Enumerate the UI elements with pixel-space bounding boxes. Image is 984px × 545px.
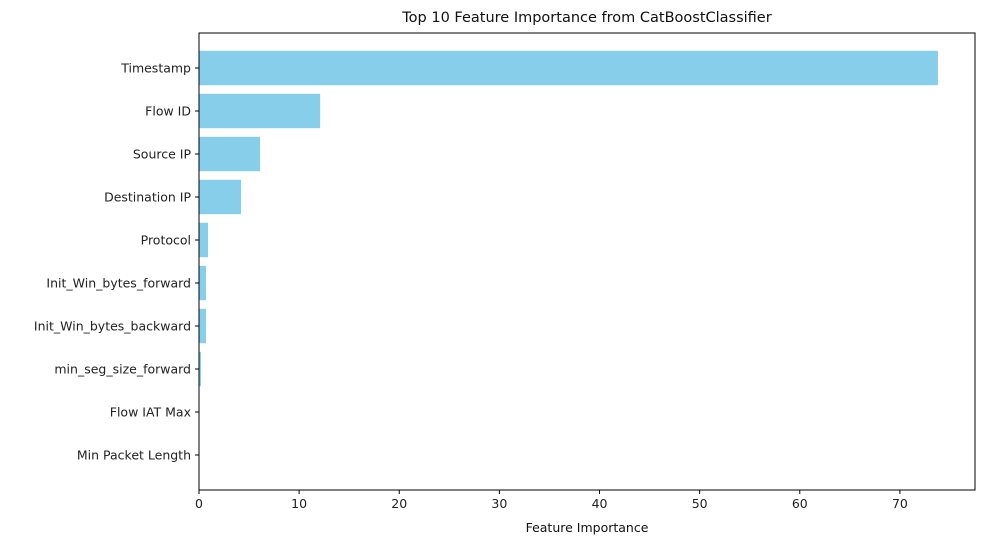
x-tick-label-30: 30	[491, 496, 507, 511]
x-axis-ticks: 0 10 20 30 40 50 60 70	[195, 490, 908, 511]
y-tick-label-timestamp: Timestamp	[120, 61, 191, 76]
y-axis-ticks: Timestamp Flow ID Source IP Destination IP P…	[34, 61, 199, 463]
y-tick-label-destination-ip: Destination IP	[104, 190, 191, 205]
y-tick-label-min-seg-size-forward: min_seg_size_forward	[54, 362, 191, 377]
x-tick-label-70: 70	[892, 496, 908, 511]
bar-source-ip	[199, 136, 261, 172]
bar-init-win-bytes-forward	[199, 265, 207, 301]
y-tick-label-flow-id: Flow ID	[145, 104, 191, 119]
x-tick-label-60: 60	[792, 496, 808, 511]
y-tick-label-init-win-bytes-forward: Init_Win_bytes_forward	[46, 276, 191, 291]
bar-destination-ip	[199, 179, 242, 215]
plot-frame	[198, 32, 976, 491]
y-tick-label-init-win-bytes-backward: Init_Win_bytes_backward	[34, 319, 191, 334]
x-tick-label-10: 10	[291, 496, 307, 511]
x-tick-label-0: 0	[195, 496, 203, 511]
y-tick-label-source-ip: Source IP	[133, 147, 192, 162]
bar-protocol	[199, 222, 209, 258]
x-tick-label-40: 40	[592, 496, 608, 511]
y-tick-label-protocol: Protocol	[141, 233, 191, 248]
y-tick-label-min-packet-length: Min Packet Length	[77, 448, 191, 463]
bars-group	[199, 50, 938, 473]
bar-timestamp	[199, 50, 938, 86]
y-tick-label-flow-iat-max: Flow IAT Max	[110, 405, 191, 420]
x-axis-label: Feature Importance	[526, 520, 649, 535]
x-tick-label-20: 20	[391, 496, 407, 511]
bar-flow-id	[199, 93, 321, 129]
bar-min-seg-size-forward	[199, 351, 202, 387]
chart-title: Top 10 Feature Importance from CatBoostC…	[401, 10, 771, 26]
bar-init-win-bytes-backward	[199, 308, 207, 344]
x-tick-label-50: 50	[692, 496, 708, 511]
